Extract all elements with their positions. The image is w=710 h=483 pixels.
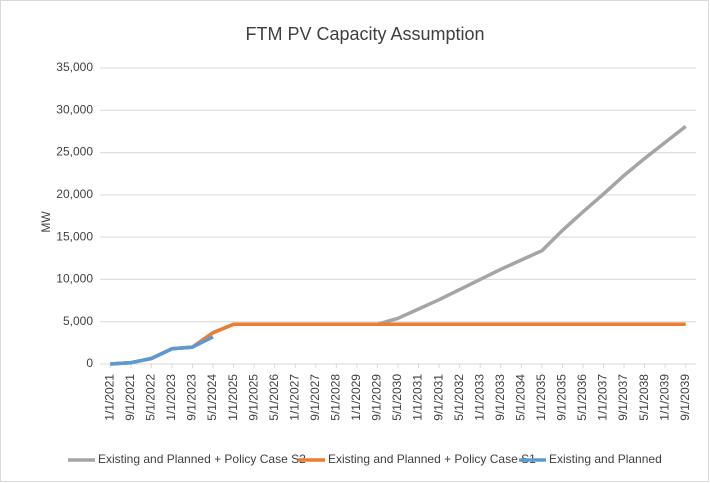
legend-label: Existing and Planned + Policy Case S2 [98, 452, 306, 466]
x-tick-label: 5/1/2038 [637, 374, 651, 421]
chart-title: FTM PV Capacity Assumption [245, 24, 484, 44]
y-tick-label: 0 [86, 356, 93, 370]
x-tick-label: 5/1/2024 [205, 374, 219, 421]
x-tick-label: 5/1/2034 [513, 374, 527, 421]
x-tick-label: 1/1/2027 [287, 374, 301, 421]
x-tick-label: 9/1/2025 [246, 374, 260, 421]
y-tick-label: 20,000 [56, 187, 93, 201]
x-tick-label: 5/1/2028 [329, 374, 343, 421]
x-tick-label: 9/1/2035 [555, 374, 569, 421]
x-tick-label: 5/1/2030 [390, 374, 404, 421]
y-tick-label: 25,000 [56, 145, 93, 159]
x-tick-label: 5/1/2032 [452, 374, 466, 421]
y-tick-label: 15,000 [56, 229, 93, 243]
series-line [110, 322, 686, 366]
x-tick-label: 9/1/2031 [431, 374, 445, 421]
x-tick-label: 9/1/2029 [370, 374, 384, 421]
x-tick-label: 5/1/2022 [144, 374, 158, 421]
x-tick-label: 9/1/2021 [123, 374, 137, 421]
y-tick-label: 10,000 [56, 272, 93, 286]
x-tick-label: 9/1/2039 [678, 374, 692, 421]
y-tick-label: 5,000 [63, 314, 93, 328]
x-tick-label: 1/1/2033 [472, 374, 486, 421]
x-tick-label: 9/1/2023 [185, 374, 199, 421]
x-tick-label: 5/1/2036 [575, 374, 589, 421]
x-tick-label: 5/1/2026 [267, 374, 281, 421]
x-tick-label: 9/1/2033 [493, 374, 507, 421]
series-line [110, 335, 214, 366]
legend-label: Existing and Planned + Policy Case S1 [328, 452, 536, 466]
x-tick-label: 1/1/2029 [349, 374, 363, 421]
legend-label: Existing and Planned [549, 452, 662, 466]
y-tick-label: 35,000 [56, 60, 93, 74]
y-axis-label: MW [39, 211, 53, 233]
x-tick-label: 1/1/2023 [164, 374, 178, 421]
x-tick-label: 1/1/2039 [657, 374, 671, 421]
x-tick-label: 1/1/2021 [102, 374, 116, 421]
y-tick-label: 30,000 [56, 102, 93, 116]
x-tick-label: 9/1/2027 [308, 374, 322, 421]
x-tick-label: 1/1/2025 [226, 374, 240, 421]
x-tick-label: 1/1/2031 [411, 374, 425, 421]
x-tick-label: 1/1/2035 [534, 374, 548, 421]
x-tick-label: 9/1/2037 [616, 374, 630, 421]
x-tick-label: 1/1/2037 [596, 374, 610, 421]
